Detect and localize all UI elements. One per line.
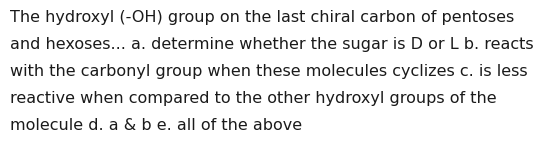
Text: with the carbonyl group when these molecules cyclizes c. is less: with the carbonyl group when these molec…: [10, 64, 528, 79]
Text: molecule d. a & b e. all of the above: molecule d. a & b e. all of the above: [10, 118, 302, 133]
Text: The hydroxyl (-OH) group on the last chiral carbon of pentoses: The hydroxyl (-OH) group on the last chi…: [10, 10, 514, 25]
Text: and hexoses... a. determine whether the sugar is D or L b. reacts: and hexoses... a. determine whether the …: [10, 37, 533, 52]
Text: reactive when compared to the other hydroxyl groups of the: reactive when compared to the other hydr…: [10, 91, 497, 106]
